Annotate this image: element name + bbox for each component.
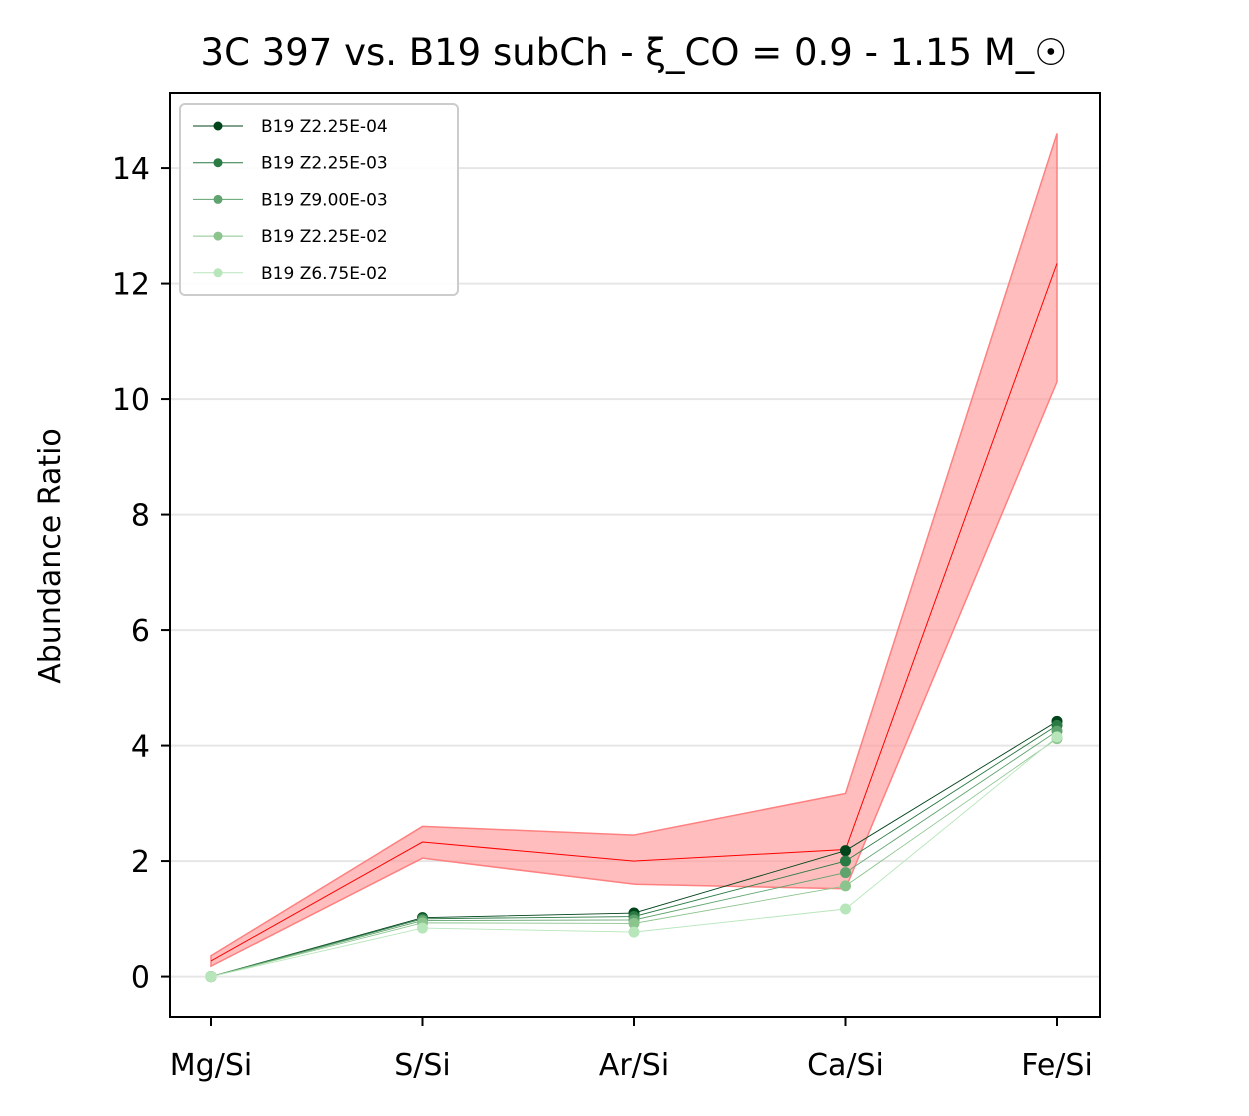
y-tick-label: 14 <box>112 152 150 187</box>
y-tick-label: 6 <box>131 614 150 649</box>
legend-label: B19 Z9.00E-03 <box>261 190 388 210</box>
data-point <box>417 922 428 934</box>
data-point <box>628 917 640 929</box>
legend-box <box>179 103 459 296</box>
x-tick-label: S/Si <box>394 1048 451 1083</box>
observed-range-band <box>210 133 1058 968</box>
data-point <box>840 880 851 892</box>
observed-band <box>210 133 1058 968</box>
series <box>205 715 1063 983</box>
x-tick-label: Ca/Si <box>807 1048 884 1083</box>
legend-label: B19 Z2.25E-04 <box>261 117 388 137</box>
chart-title: 3C 397 vs. B19 subCh - ξ_CO = 0.9 - 1.15… <box>201 31 1068 74</box>
y-tick-label: 4 <box>131 730 150 765</box>
legend-marker <box>213 268 223 278</box>
legend-label: B19 Z2.25E-03 <box>261 154 388 174</box>
y-tick-label: 10 <box>112 383 150 418</box>
observed-line <box>210 263 1058 962</box>
data-point <box>840 845 851 857</box>
axes: 0 2 4 6 8 10 12 14 Mg/Si S/Si Ar/Si Ca/Si Fe/Si <box>112 92 1101 1083</box>
x-tick-label: Fe/Si <box>1021 1048 1093 1083</box>
legend-label: B19 Z6.75E-02 <box>261 264 388 284</box>
x-tick-label: Mg/Si <box>170 1048 252 1083</box>
data-point <box>205 971 217 983</box>
data-point <box>840 903 851 915</box>
legend-marker <box>213 194 223 204</box>
legend: B19 Z2.25E-04 B19 Z2.25E-03 B19 Z9.00E-03 B… <box>179 103 459 296</box>
x-tick-label: Ar/Si <box>599 1048 669 1083</box>
legend-marker <box>213 231 223 241</box>
y-tick-label: 2 <box>131 845 150 880</box>
data-point <box>840 855 851 867</box>
data-point <box>628 926 640 938</box>
data-point <box>840 867 851 879</box>
legend-marker <box>213 158 223 168</box>
y-tick-label: 0 <box>131 961 150 996</box>
legend-label: B19 Z2.25E-02 <box>261 227 388 247</box>
y-tick-label: 8 <box>131 499 150 534</box>
legend-marker <box>213 121 223 131</box>
data-point <box>1051 731 1063 743</box>
y-axis-label: Abundance Ratio <box>33 428 68 684</box>
y-tick-label: 12 <box>112 268 150 303</box>
